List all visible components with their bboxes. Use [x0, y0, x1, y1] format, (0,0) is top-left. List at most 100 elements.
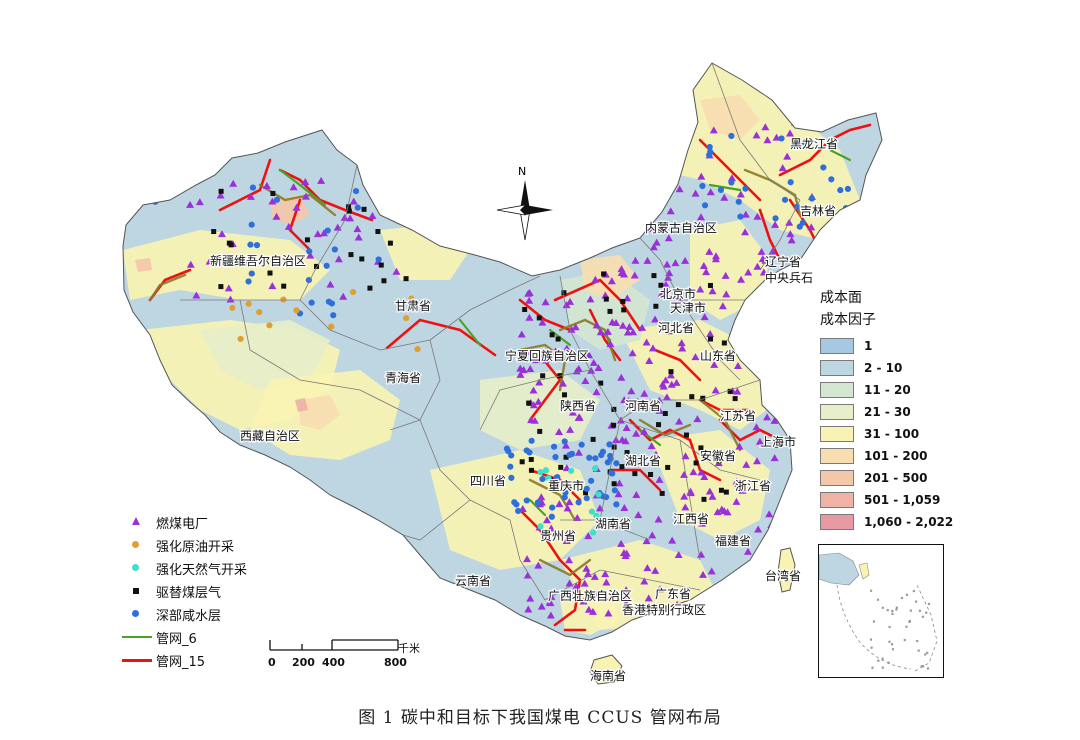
- saline-marker: [717, 186, 725, 193]
- coal-plant-marker: [574, 413, 583, 421]
- inset-island: [924, 653, 927, 656]
- coal-plant-marker: [742, 460, 751, 468]
- inset-island: [890, 643, 894, 646]
- ecbm-marker: [270, 190, 276, 196]
- coal-plant-marker: [720, 506, 729, 514]
- coal-plant-marker: [390, 187, 399, 195]
- coal-plant-marker: [517, 330, 526, 338]
- coal-plant-marker: [651, 566, 660, 574]
- coal-plant-marker: [733, 579, 742, 587]
- province-border: [639, 237, 701, 331]
- scale-tick-400: 400: [322, 656, 345, 669]
- inset-island: [909, 609, 912, 612]
- ecbm-marker: [598, 380, 604, 386]
- ecbm-marker: [603, 296, 609, 302]
- cost-class-label: 21 - 30: [864, 405, 911, 419]
- saline-marker: [171, 177, 178, 184]
- ecbm-marker: [215, 256, 221, 262]
- coal-plant-marker: [765, 510, 774, 518]
- inset-island: [925, 611, 928, 614]
- coal-plant-marker: [655, 406, 664, 414]
- coal-plant-marker: [691, 353, 700, 361]
- ecbm-marker: [528, 456, 534, 462]
- ecbm-marker: [662, 410, 668, 416]
- coal-plant-marker: [525, 296, 534, 304]
- coal-plant-marker: [620, 503, 629, 511]
- cost-patch: [300, 395, 340, 430]
- inset-island: [881, 666, 884, 669]
- coal-plant-marker: [622, 549, 631, 557]
- saline-marker: [781, 196, 789, 203]
- province-border: [559, 275, 621, 421]
- legend-label-net6: 管网_6: [156, 631, 197, 647]
- coal-plant-marker: [710, 360, 719, 368]
- ecbm-marker: [611, 444, 617, 450]
- egr-marker: [595, 491, 602, 498]
- legend-symbol-eor: [122, 535, 156, 555]
- coal-plant-marker: [761, 256, 770, 264]
- cost-class-label: 501 - 1,059: [864, 493, 941, 507]
- inset-island: [922, 665, 925, 668]
- ecbm-marker: [211, 229, 217, 235]
- ecbm-marker: [590, 436, 596, 442]
- coal-plant-marker: [354, 233, 363, 241]
- coal-plant-marker: [579, 597, 588, 605]
- coal-plant-marker: [659, 137, 668, 145]
- saline-marker: [523, 447, 530, 454]
- coal-plant-marker: [313, 230, 322, 238]
- ecbm-marker: [314, 263, 320, 269]
- saline-marker: [505, 448, 512, 455]
- saline-marker: [706, 151, 713, 159]
- coal-plant-marker: [749, 347, 758, 355]
- coal-plant-marker: [631, 256, 640, 264]
- coal-plant-marker: [648, 344, 657, 352]
- pipeline-15: [698, 398, 752, 412]
- saline-marker: [513, 501, 520, 508]
- coal-plant-marker: [668, 536, 677, 544]
- coal-plant-marker: [678, 344, 687, 352]
- inset-island: [888, 640, 891, 643]
- coal-plant-marker: [566, 425, 575, 433]
- coal-plant-marker: [546, 611, 555, 619]
- coal-plant-marker: [537, 602, 546, 610]
- coal-plant-marker: [645, 225, 654, 233]
- ecbm-marker: [267, 270, 273, 276]
- east-arrow-needle: [520, 205, 553, 215]
- pipeline-15: [778, 123, 872, 177]
- pipeline-15: [518, 298, 572, 332]
- coal-plant-marker: [718, 302, 727, 310]
- coal-plant-marker: [538, 318, 547, 326]
- province-label-fujian: 福建省: [715, 533, 751, 548]
- hainan-island: [589, 654, 623, 685]
- ecbm-marker: [346, 208, 352, 214]
- coal-plant-marker: [645, 141, 654, 149]
- coal-plant-marker: [301, 178, 310, 186]
- legend-item-net15: 管网_15: [122, 650, 272, 670]
- ecbm-marker: [555, 336, 561, 342]
- coal-plant-marker: [601, 570, 610, 578]
- coal-plant-marker: [284, 222, 293, 230]
- coal-plant-marker: [216, 191, 225, 199]
- pipeline-trunk: [698, 398, 742, 452]
- coal-plant-marker: [585, 351, 594, 359]
- coal-plant-marker: [565, 579, 574, 587]
- coal-plant-marker: [622, 599, 631, 607]
- coal-plant-marker: [647, 442, 656, 450]
- province-border: [509, 519, 546, 601]
- coal-plant-marker: [524, 605, 533, 613]
- coal-plant-marker: [770, 440, 779, 448]
- pipeline-15: [588, 308, 622, 362]
- coal-plant-marker: [618, 435, 627, 443]
- inset-island: [905, 625, 908, 628]
- inset-island: [881, 606, 884, 609]
- coal-plant-marker: [821, 268, 830, 276]
- ecbm-marker: [526, 400, 532, 406]
- saline-marker: [604, 459, 611, 466]
- province-label-sichuan: 四川省: [470, 474, 506, 488]
- coal-plant-marker: [525, 347, 534, 355]
- coal-plant-marker: [390, 204, 399, 212]
- ecbm-marker: [519, 459, 525, 465]
- province-label-guangxi: 广西壮族自治区: [548, 589, 632, 603]
- ecbm-marker: [689, 394, 695, 400]
